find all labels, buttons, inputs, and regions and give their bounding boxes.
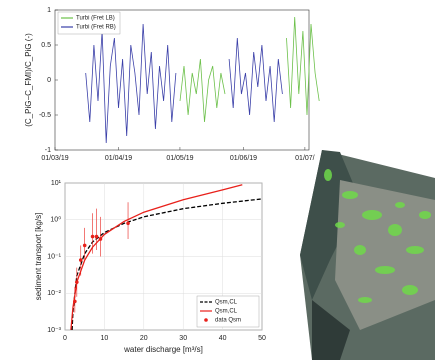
x-tick-label: 01/03/19 <box>41 155 68 162</box>
series-line <box>85 23 283 144</box>
y-axis-label: sediment transport [kg/s] <box>34 213 43 301</box>
data-point <box>94 234 99 239</box>
legend-label: Qsm,CL <box>215 309 238 315</box>
x-tick-label: 0 <box>63 335 67 342</box>
data-point <box>90 234 95 239</box>
y-tick-label: 1 <box>47 7 51 14</box>
data-point <box>98 237 103 241</box>
series-line <box>179 16 320 123</box>
x-tick-label: 50 <box>258 335 266 342</box>
legend-label: Qsm,CL <box>215 300 238 306</box>
x-tick-label: 01/07/ <box>295 155 315 162</box>
legend-label: Turbi (Fret LB) <box>76 16 115 22</box>
data-point <box>82 243 87 248</box>
y-tick-label: 10⁻¹ <box>47 253 61 260</box>
aerial-photo <box>300 150 435 360</box>
legend-swatch <box>204 318 208 322</box>
x-axis-label: water discharge [m³/s] <box>123 345 203 354</box>
x-tick-label: 01/04/19 <box>105 155 132 162</box>
data-point <box>78 258 83 262</box>
y-tick-label: 10⁻² <box>47 290 61 297</box>
legend-label: Turbi (Fret RB) <box>76 25 116 31</box>
y-tick-label: -0.5 <box>39 112 51 119</box>
x-tick-label: 30 <box>179 335 187 342</box>
legend-box <box>57 11 121 35</box>
x-tick-label: 20 <box>140 335 148 342</box>
legend-label: data Qsm <box>215 318 241 324</box>
x-tick-label: 40 <box>219 335 227 342</box>
series-line <box>70 184 243 331</box>
x-tick-label: 01/05/19 <box>166 155 193 162</box>
x-tick-label: 01/06/19 <box>230 155 257 162</box>
y-axis-label: (C_PiG−C_FMI)/C_PiG (-) <box>24 33 33 127</box>
y-tick-label: 0 <box>47 77 51 84</box>
x-tick-label: 10 <box>101 335 109 342</box>
data-point <box>73 299 77 304</box>
y-tick-label: 10⁻³ <box>47 327 61 334</box>
data-point <box>75 280 79 284</box>
y-tick-label: 10¹ <box>51 180 62 187</box>
data-point <box>126 221 130 226</box>
y-tick-label: 10⁰ <box>50 216 61 224</box>
y-tick-label: -1 <box>45 147 51 154</box>
y-tick-label: 0.5 <box>41 42 51 49</box>
